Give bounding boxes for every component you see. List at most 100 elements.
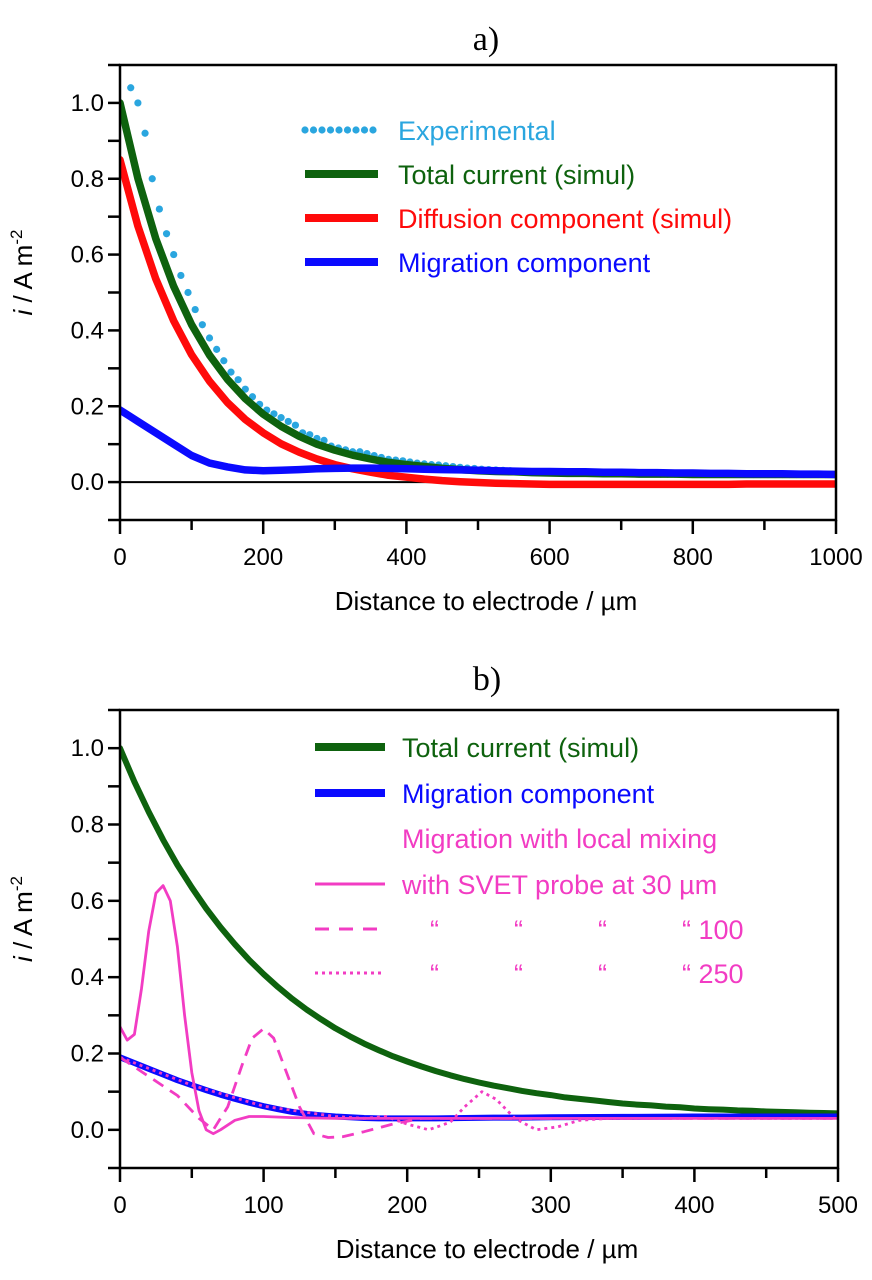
x-tick-label: 200 <box>387 1192 427 1219</box>
y-tick-label: 0.6 <box>71 242 104 269</box>
legend-marker-dot <box>335 126 343 134</box>
x-tick-label: 0 <box>113 1192 126 1219</box>
y-axis-label: i / A m-2 <box>7 230 38 316</box>
data-point <box>234 376 242 384</box>
data-point <box>148 175 156 183</box>
chart-title: b) <box>473 661 501 698</box>
data-point <box>184 288 192 297</box>
data-point <box>191 305 199 314</box>
x-tick-label: 600 <box>530 544 570 571</box>
series-line-3 <box>120 406 836 479</box>
y-label-superscript: -2 <box>7 876 26 891</box>
legend-item: “ “ “ “ 100 <box>315 915 744 945</box>
y-label-italic: i <box>8 955 38 962</box>
legend-item: Migration component <box>305 248 651 278</box>
x-tick-label: 400 <box>674 1192 714 1219</box>
legend-label: Experimental <box>398 116 556 146</box>
x-tick-label: 100 <box>244 1192 284 1219</box>
data-point <box>127 84 135 92</box>
legend-label: Migration component <box>402 779 655 809</box>
legend-marker-dot <box>318 126 326 134</box>
y-tick-label: 0.4 <box>71 964 104 991</box>
data-point <box>291 421 300 429</box>
legend-item: with SVET probe at 30 µm <box>315 870 717 900</box>
data-point <box>155 205 163 213</box>
y-tick-label: 0.8 <box>71 166 104 193</box>
series-layer <box>120 745 838 1139</box>
y-label-italic: i <box>8 308 38 315</box>
legend-marker-dot <box>309 126 318 134</box>
y-label-text: / A m <box>8 891 38 956</box>
chart-title: a) <box>473 21 499 58</box>
series-layer <box>120 84 836 489</box>
x-tick-label: 1000 <box>809 544 862 571</box>
chart-panel-b: b) 0.0 0.2 0.4 0.6 0.8 1.0 0 100 200 300 400 500 Dist… <box>7 661 858 1264</box>
y-tick-label: 1.0 <box>71 90 104 117</box>
x-tick-label: 200 <box>243 544 283 571</box>
legend: Total current (simul) Migration component… <box>315 733 744 989</box>
y-tick-label: 0.0 <box>71 469 104 496</box>
y-label-superscript: -2 <box>7 230 26 245</box>
series-line-2 <box>120 156 836 489</box>
data-point <box>134 99 142 107</box>
y-tick-label: 0.8 <box>71 812 104 839</box>
legend-marker-dot <box>360 126 369 134</box>
legend-ditto-marks: “ “ “ “ <box>430 959 699 989</box>
legend-label: “ “ “ “ 250 <box>430 959 744 989</box>
x-tick-label: 400 <box>386 544 426 571</box>
series-line-4 <box>120 1055 838 1132</box>
y-label-text: / A m <box>8 245 38 310</box>
legend-marker-dot <box>343 126 352 134</box>
legend-label: with SVET probe at 30 µm <box>401 870 717 900</box>
y-axis-label: i / A m-2 <box>7 876 38 962</box>
y-tick-label: 0.2 <box>71 1041 104 1068</box>
legend-header: Migration with local mixing <box>402 824 717 854</box>
legend-probe-distance: 250 <box>699 959 744 989</box>
chart-panel-a: a) 0.0 0.2 0.4 0.6 0.8 1.0 0 200 400 600 800 1000 Dis… <box>7 21 863 616</box>
data-point <box>162 230 171 238</box>
legend-item: “ “ “ “ 250 <box>315 959 744 989</box>
data-point <box>270 410 278 418</box>
x-tick-label: 0 <box>113 544 126 571</box>
legend-marker-dot <box>301 126 309 134</box>
legend-label: Diffusion component (simul) <box>398 204 732 234</box>
x-tick-label: 300 <box>531 1192 571 1219</box>
series-line-0 <box>120 745 838 1117</box>
y-tick-label: 0.2 <box>71 393 104 420</box>
y-tick-label: 1.0 <box>71 735 104 762</box>
data-point <box>220 357 228 365</box>
data-point <box>198 321 206 329</box>
y-tick-label: 0.6 <box>71 888 104 915</box>
data-point <box>141 129 149 137</box>
legend-item: Total current (simul) <box>305 160 635 190</box>
legend-label: “ “ “ “ 100 <box>430 915 744 945</box>
legend-ditto-marks: “ “ “ “ <box>430 915 699 945</box>
x-axis-label: Distance to electrode / µm <box>336 1234 639 1264</box>
y-tick-label: 0.0 <box>71 1117 104 1144</box>
data-point <box>213 345 221 353</box>
data-point <box>227 368 235 376</box>
x-tick-label: 500 <box>818 1192 858 1219</box>
legend-label: Migration component <box>398 248 651 278</box>
legend-marker-dot <box>369 126 377 134</box>
legend-marker-dot <box>352 126 360 134</box>
legend-item: Total current (simul) <box>315 733 639 763</box>
legend-item: Experimental <box>301 116 556 146</box>
x-tick-label: 800 <box>673 544 713 571</box>
legend-label: Total current (simul) <box>402 733 639 763</box>
legend: Experimental Total current (simul) Diffusi… <box>301 116 732 278</box>
legend-item: Diffusion component (simul) <box>305 204 732 234</box>
series-line-3 <box>120 1027 838 1139</box>
legend-item: Migration component <box>315 779 655 809</box>
data-point <box>177 271 185 280</box>
y-tick-label: 0.4 <box>71 317 104 344</box>
data-point <box>277 414 285 422</box>
x-axis-label: Distance to electrode / µm <box>335 586 638 616</box>
data-point <box>241 385 249 393</box>
data-point <box>170 250 178 259</box>
legend-marker-dot <box>326 126 335 134</box>
legend-label: Total current (simul) <box>398 160 635 190</box>
series-line-1 <box>120 99 836 479</box>
legend-probe-distance: 100 <box>699 915 744 945</box>
